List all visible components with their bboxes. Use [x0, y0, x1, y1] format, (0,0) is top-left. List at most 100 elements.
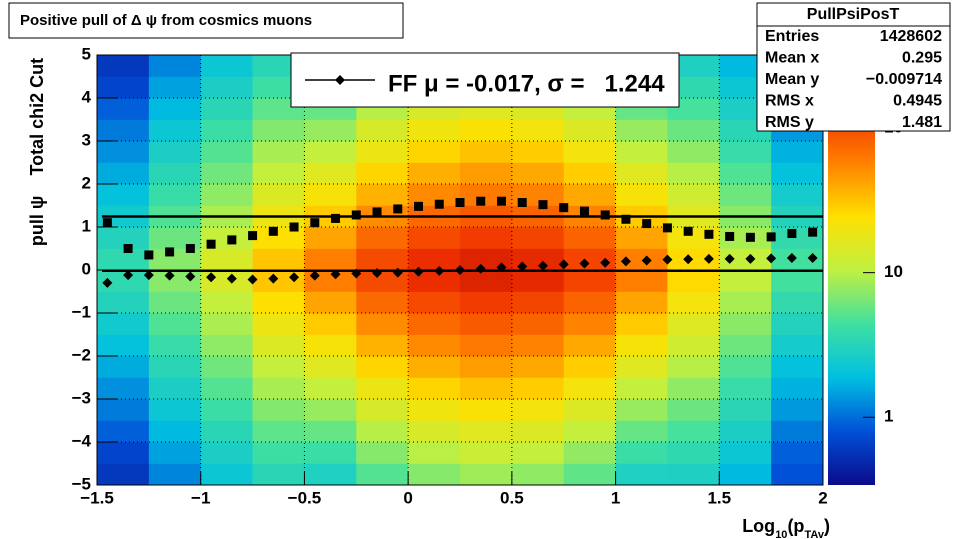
- diamond-marker: [164, 270, 175, 281]
- heatmap-cell: [667, 76, 720, 99]
- heatmap-cell: [200, 334, 253, 357]
- heatmap-cell: [667, 399, 720, 421]
- heatmap-cell: [148, 162, 202, 185]
- heatmap-cell: [252, 270, 305, 292]
- heatmap-cell: [667, 377, 720, 400]
- y-tick-label: −1: [72, 302, 91, 321]
- heatmap-cell: [97, 377, 150, 400]
- diamond-marker: [413, 266, 424, 277]
- heatmap-cell: [563, 227, 616, 249]
- heatmap-cell: [719, 141, 772, 163]
- heatmap-cell: [667, 55, 720, 77]
- heatmap-cell: [719, 291, 772, 314]
- heatmap-cell: [97, 420, 150, 443]
- stats-title: PullPsiPosT: [807, 6, 900, 23]
- heatmap-cell: [304, 141, 357, 163]
- diamond-marker: [537, 260, 548, 271]
- heatmap-cell: [511, 377, 565, 400]
- legend-marker: [335, 75, 345, 85]
- heatmap-cell: [563, 356, 616, 378]
- x-tick-label: −1: [191, 488, 210, 507]
- heatmap-cell: [148, 377, 202, 400]
- heatmap-cell: [200, 377, 253, 400]
- square-marker: [787, 228, 797, 238]
- x-label-part: TAv: [804, 529, 824, 539]
- heatmap-cell: [511, 334, 565, 357]
- heatmap-cell: [252, 227, 305, 249]
- diamond-marker: [455, 265, 465, 275]
- heatmap-cell: [771, 141, 824, 163]
- heatmap-cell: [408, 334, 461, 357]
- heatmap-cell: [615, 313, 668, 335]
- heatmap-cell: [148, 270, 202, 292]
- heatmap-cell: [252, 248, 305, 271]
- heatmap-cell: [356, 227, 409, 249]
- heatmap-cell: [304, 162, 357, 185]
- heatmap-cell: [408, 184, 461, 206]
- heatmap-cell: [719, 184, 772, 206]
- heatmap-cell: [252, 399, 305, 421]
- heatmap-cell: [252, 184, 305, 206]
- heatmap-cell: [771, 442, 824, 464]
- heatmap-cell: [200, 141, 253, 163]
- heatmap-cell: [667, 248, 720, 271]
- heatmap-cell: [408, 377, 461, 400]
- heatmap-cell: [719, 442, 772, 464]
- heatmap-cell: [97, 55, 150, 77]
- heatmap-cell: [304, 377, 357, 400]
- heatmap-cell: [615, 463, 668, 486]
- heatmap-cell: [304, 313, 357, 335]
- diamond-marker: [102, 277, 113, 288]
- heatmap-cell: [719, 270, 772, 292]
- heatmap-cell: [252, 463, 305, 486]
- heatmap-cell: [511, 356, 565, 378]
- heatmap-cell: [200, 55, 253, 77]
- diamond-marker: [309, 270, 320, 281]
- x-tick-label: 2: [818, 488, 827, 507]
- heatmap-cell: [667, 356, 720, 378]
- square-marker: [683, 226, 693, 236]
- heatmap-cell: [667, 119, 720, 142]
- heatmap-cell: [200, 162, 253, 185]
- diamond-marker: [807, 252, 818, 263]
- heatmap-cell: [304, 399, 357, 421]
- square-marker: [766, 232, 776, 242]
- heatmap-cell: [200, 399, 253, 421]
- x-tick-label: 1: [611, 488, 620, 507]
- heatmap-cell: [252, 141, 305, 163]
- stats-name: RMS y: [765, 114, 814, 131]
- heatmap-cell: [615, 420, 668, 443]
- heatmap-cell: [408, 399, 461, 421]
- heatmap-cell: [667, 162, 720, 185]
- heatmap-cell: [408, 313, 461, 335]
- x-label-part: 10: [775, 529, 787, 539]
- heatmap-cell: [719, 162, 772, 185]
- y-tick-label: 5: [82, 44, 91, 63]
- y-tick-label: −3: [72, 388, 91, 407]
- heatmap-cell: [356, 442, 409, 464]
- stats-box: [756, 2, 951, 132]
- square-marker: [559, 203, 569, 213]
- heatmap-cell: [719, 248, 772, 271]
- stats-value: −0.009714: [866, 71, 942, 88]
- square-marker: [206, 239, 216, 249]
- heatmap-cell: [356, 248, 409, 271]
- heatmap-cell: [615, 141, 668, 163]
- heatmap-cell: [356, 291, 409, 314]
- heatmap-cell: [408, 420, 461, 443]
- heatmap-cell: [97, 334, 150, 357]
- heatmap-cell: [667, 270, 720, 292]
- heatmap-cell: [97, 356, 150, 378]
- heatmap-cell: [252, 377, 305, 400]
- heatmap-cell: [148, 227, 202, 249]
- heatmap-cell: [252, 442, 305, 464]
- heatmap-cell: [719, 334, 772, 357]
- heatmap-cell: [511, 420, 565, 443]
- diamond-marker: [724, 253, 735, 264]
- heatmap-cell: [563, 377, 616, 400]
- heatmap-cell: [771, 162, 824, 185]
- heatmap-cell: [460, 119, 513, 142]
- heatmap-cell: [252, 334, 305, 357]
- heatmap-cell: [719, 356, 772, 378]
